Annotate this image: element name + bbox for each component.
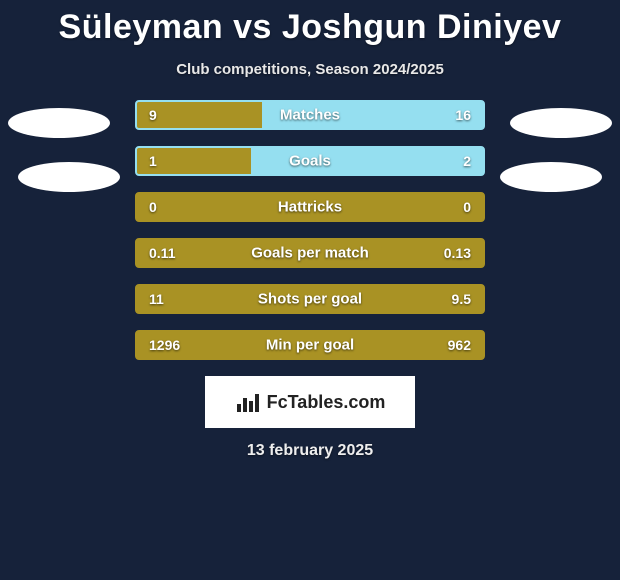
stat-fill-p1 <box>137 102 262 128</box>
player1-badge-top <box>8 108 110 138</box>
stat-fill-p1 <box>137 286 483 312</box>
stat-fill-p1 <box>137 332 483 358</box>
fctables-logo: FcTables.com <box>205 376 415 428</box>
date-label: 13 february 2025 <box>0 442 620 460</box>
logo-text: FcTables.com <box>267 392 386 413</box>
stat-row: 916Matches <box>135 100 485 130</box>
stat-row: 1296962Min per goal <box>135 330 485 360</box>
page-title: Süleyman vs Joshgun Diniyev <box>0 0 620 47</box>
page-subtitle: Club competitions, Season 2024/2025 <box>0 61 620 78</box>
player2-badge-bottom <box>500 162 602 192</box>
player2-badge-top <box>510 108 612 138</box>
stat-row: 12Goals <box>135 146 485 176</box>
stat-fill-p1 <box>137 194 483 220</box>
stat-fill-p1 <box>137 148 251 174</box>
chart-icon <box>235 390 261 414</box>
stat-value-p2: 16 <box>455 107 471 123</box>
stat-value-p2: 2 <box>463 153 471 169</box>
comparison-chart: 916Matches 12Goals 00Hattricks 0.110.13Goal… <box>0 100 620 360</box>
stat-row: 00Hattricks <box>135 192 485 222</box>
bars-container: 916Matches 12Goals 00Hattricks 0.110.13Goal… <box>135 100 485 360</box>
stat-fill-p1 <box>137 240 483 266</box>
player1-badge-bottom <box>18 162 120 192</box>
stat-row: 0.110.13Goals per match <box>135 238 485 268</box>
stat-row: 119.5Shots per goal <box>135 284 485 314</box>
